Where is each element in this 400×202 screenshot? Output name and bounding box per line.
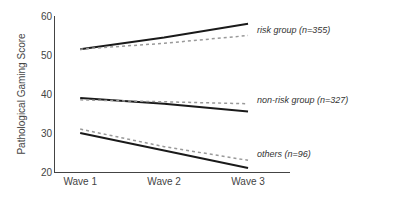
svg-text:Wave 2: Wave 2 bbox=[147, 176, 181, 187]
svg-text:30: 30 bbox=[41, 128, 53, 139]
svg-text:60: 60 bbox=[41, 11, 53, 22]
svg-text:others (n=96): others (n=96) bbox=[257, 149, 311, 159]
svg-text:40: 40 bbox=[41, 89, 53, 100]
svg-text:non-risk group (n=327): non-risk group (n=327) bbox=[257, 95, 348, 105]
svg-text:Wave 1: Wave 1 bbox=[63, 176, 97, 187]
svg-text:Wave 3: Wave 3 bbox=[231, 176, 265, 187]
svg-text:50: 50 bbox=[41, 50, 53, 61]
svg-text:20: 20 bbox=[41, 167, 53, 178]
svg-text:Pathological Gaming Score: Pathological Gaming Score bbox=[16, 33, 27, 155]
svg-text:risk group (n=355): risk group (n=355) bbox=[257, 25, 330, 35]
